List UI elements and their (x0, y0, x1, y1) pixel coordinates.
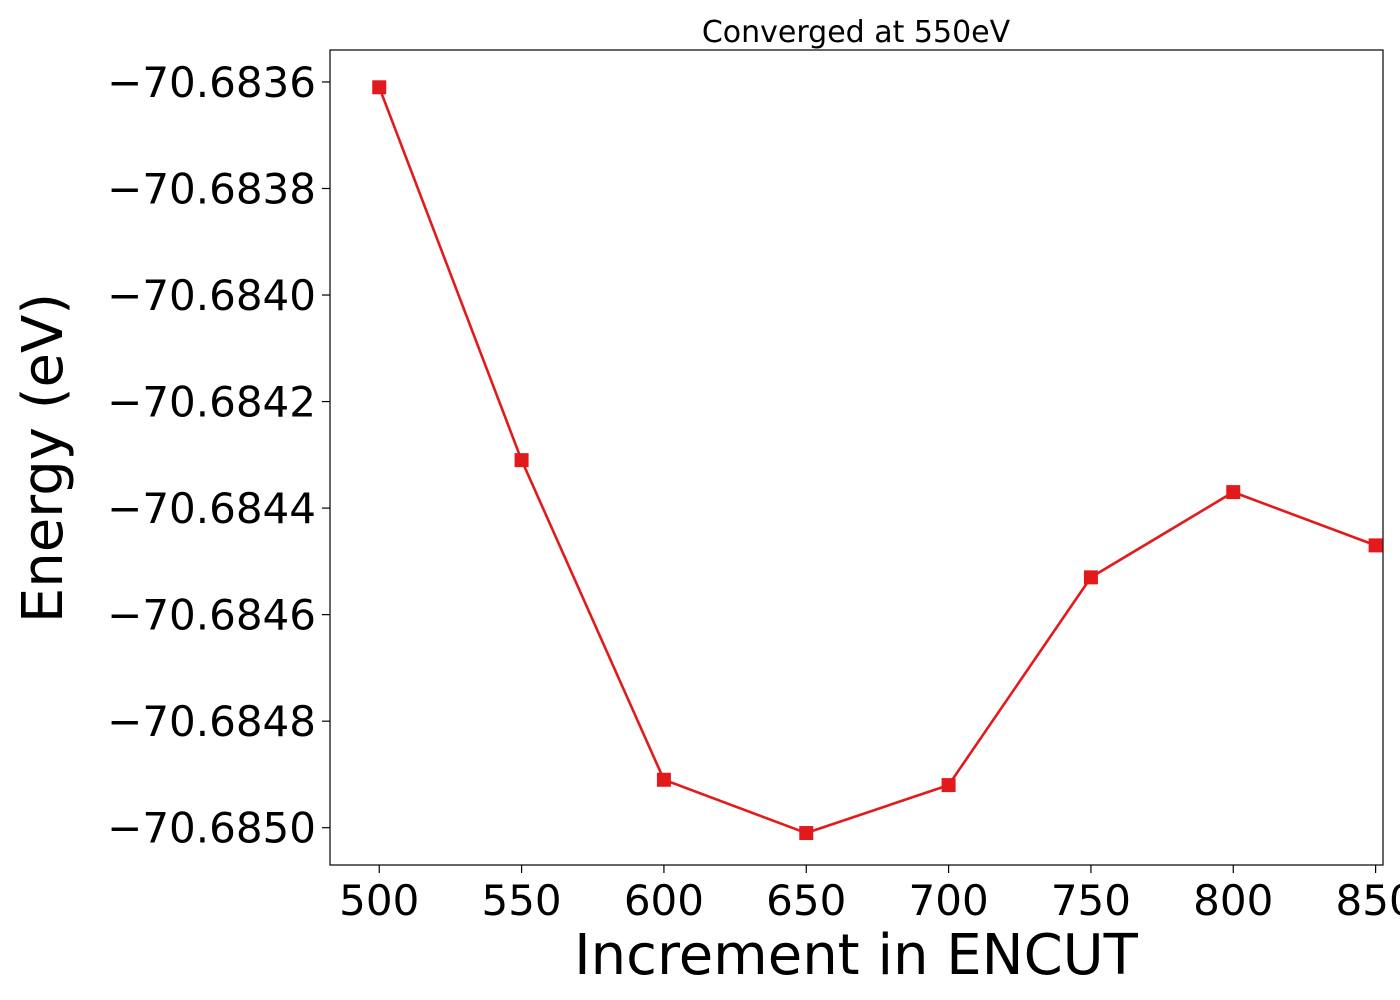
data-point-marker (1226, 485, 1241, 500)
x-tick-label: 500 (339, 876, 419, 925)
y-tick-label: −70.6850 (107, 804, 316, 853)
x-axis-label: Increment in ENCUT (574, 923, 1139, 988)
x-tick-label: 750 (1051, 876, 1131, 925)
x-tick-label: 550 (481, 876, 561, 925)
y-tick-label: −70.6838 (107, 164, 316, 213)
data-point-marker (656, 772, 671, 787)
x-tick-label: 600 (624, 876, 704, 925)
x-tick-label: 850 (1336, 876, 1400, 925)
x-tick-label: 650 (766, 876, 846, 925)
y-axis: −70.6836 −70.6838 −70.6840 −70.6842 −70.6844… (107, 58, 330, 853)
data-point-marker (941, 778, 956, 793)
series-line (378, 86, 1377, 835)
x-tick-label: 700 (909, 876, 989, 925)
series-layer (372, 80, 1383, 841)
x-tick-label: 800 (1193, 876, 1273, 925)
data-point-marker (799, 826, 814, 841)
y-axis-label: Energy (eV) (11, 293, 76, 623)
data-point-marker (372, 80, 387, 95)
data-point-marker (1083, 570, 1098, 585)
x-axis: 500 550 600 650 700 750 800 850 (339, 865, 1400, 925)
plot-frame (329, 49, 1384, 866)
y-tick-label: −70.6842 (107, 378, 316, 427)
data-point-marker (1368, 538, 1383, 553)
y-tick-label: −70.6844 (107, 484, 316, 533)
y-tick-label: −70.6836 (107, 58, 316, 107)
y-tick-label: −70.6840 (107, 271, 316, 320)
y-tick-label: −70.6846 (107, 591, 316, 640)
y-tick-label: −70.6848 (107, 697, 316, 746)
data-point-marker (514, 453, 529, 468)
chart-title: Converged at 550eV (702, 15, 1011, 50)
